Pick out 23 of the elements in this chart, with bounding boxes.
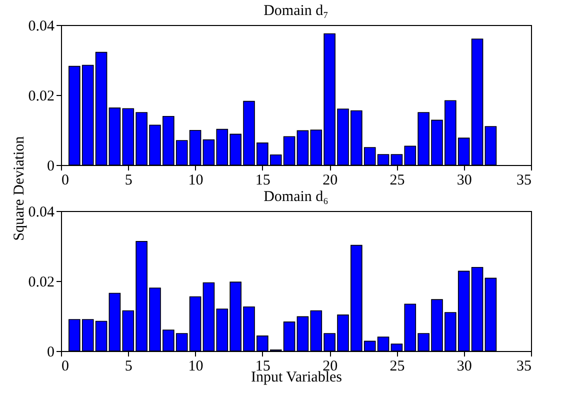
- x-tick-label: 25: [390, 172, 405, 188]
- y-tick-label: 0.02: [28, 88, 54, 104]
- x-tick-label: 10: [188, 358, 204, 374]
- x-tick-label: 20: [322, 172, 338, 188]
- chart-title: Domain d₇: [264, 3, 328, 19]
- x-tick-label: 10: [188, 172, 204, 188]
- y-tick-label: 0.04: [28, 18, 55, 34]
- x-tick-label: 0: [62, 172, 69, 188]
- y-axis-title: Square Deviation: [11, 136, 28, 241]
- x-tick-label: 5: [124, 172, 132, 188]
- x-tick-label: 30: [456, 358, 472, 374]
- x-tick-label: 15: [255, 172, 270, 188]
- y-tick-label: 0.04: [28, 204, 55, 220]
- y-tick-label: 0: [47, 158, 54, 174]
- y-tick-label: 0: [47, 344, 54, 360]
- chart-title: Domain d₆: [264, 189, 328, 205]
- x-tick-label: 0: [62, 358, 69, 374]
- y-tick-label: 0.02: [28, 274, 54, 290]
- x-tick-label: 30: [456, 172, 472, 188]
- x-tick-label: 35: [516, 358, 532, 374]
- x-tick-label: 35: [516, 172, 532, 188]
- x-tick-label: 5: [124, 358, 132, 374]
- x-tick-label: 25: [390, 358, 405, 374]
